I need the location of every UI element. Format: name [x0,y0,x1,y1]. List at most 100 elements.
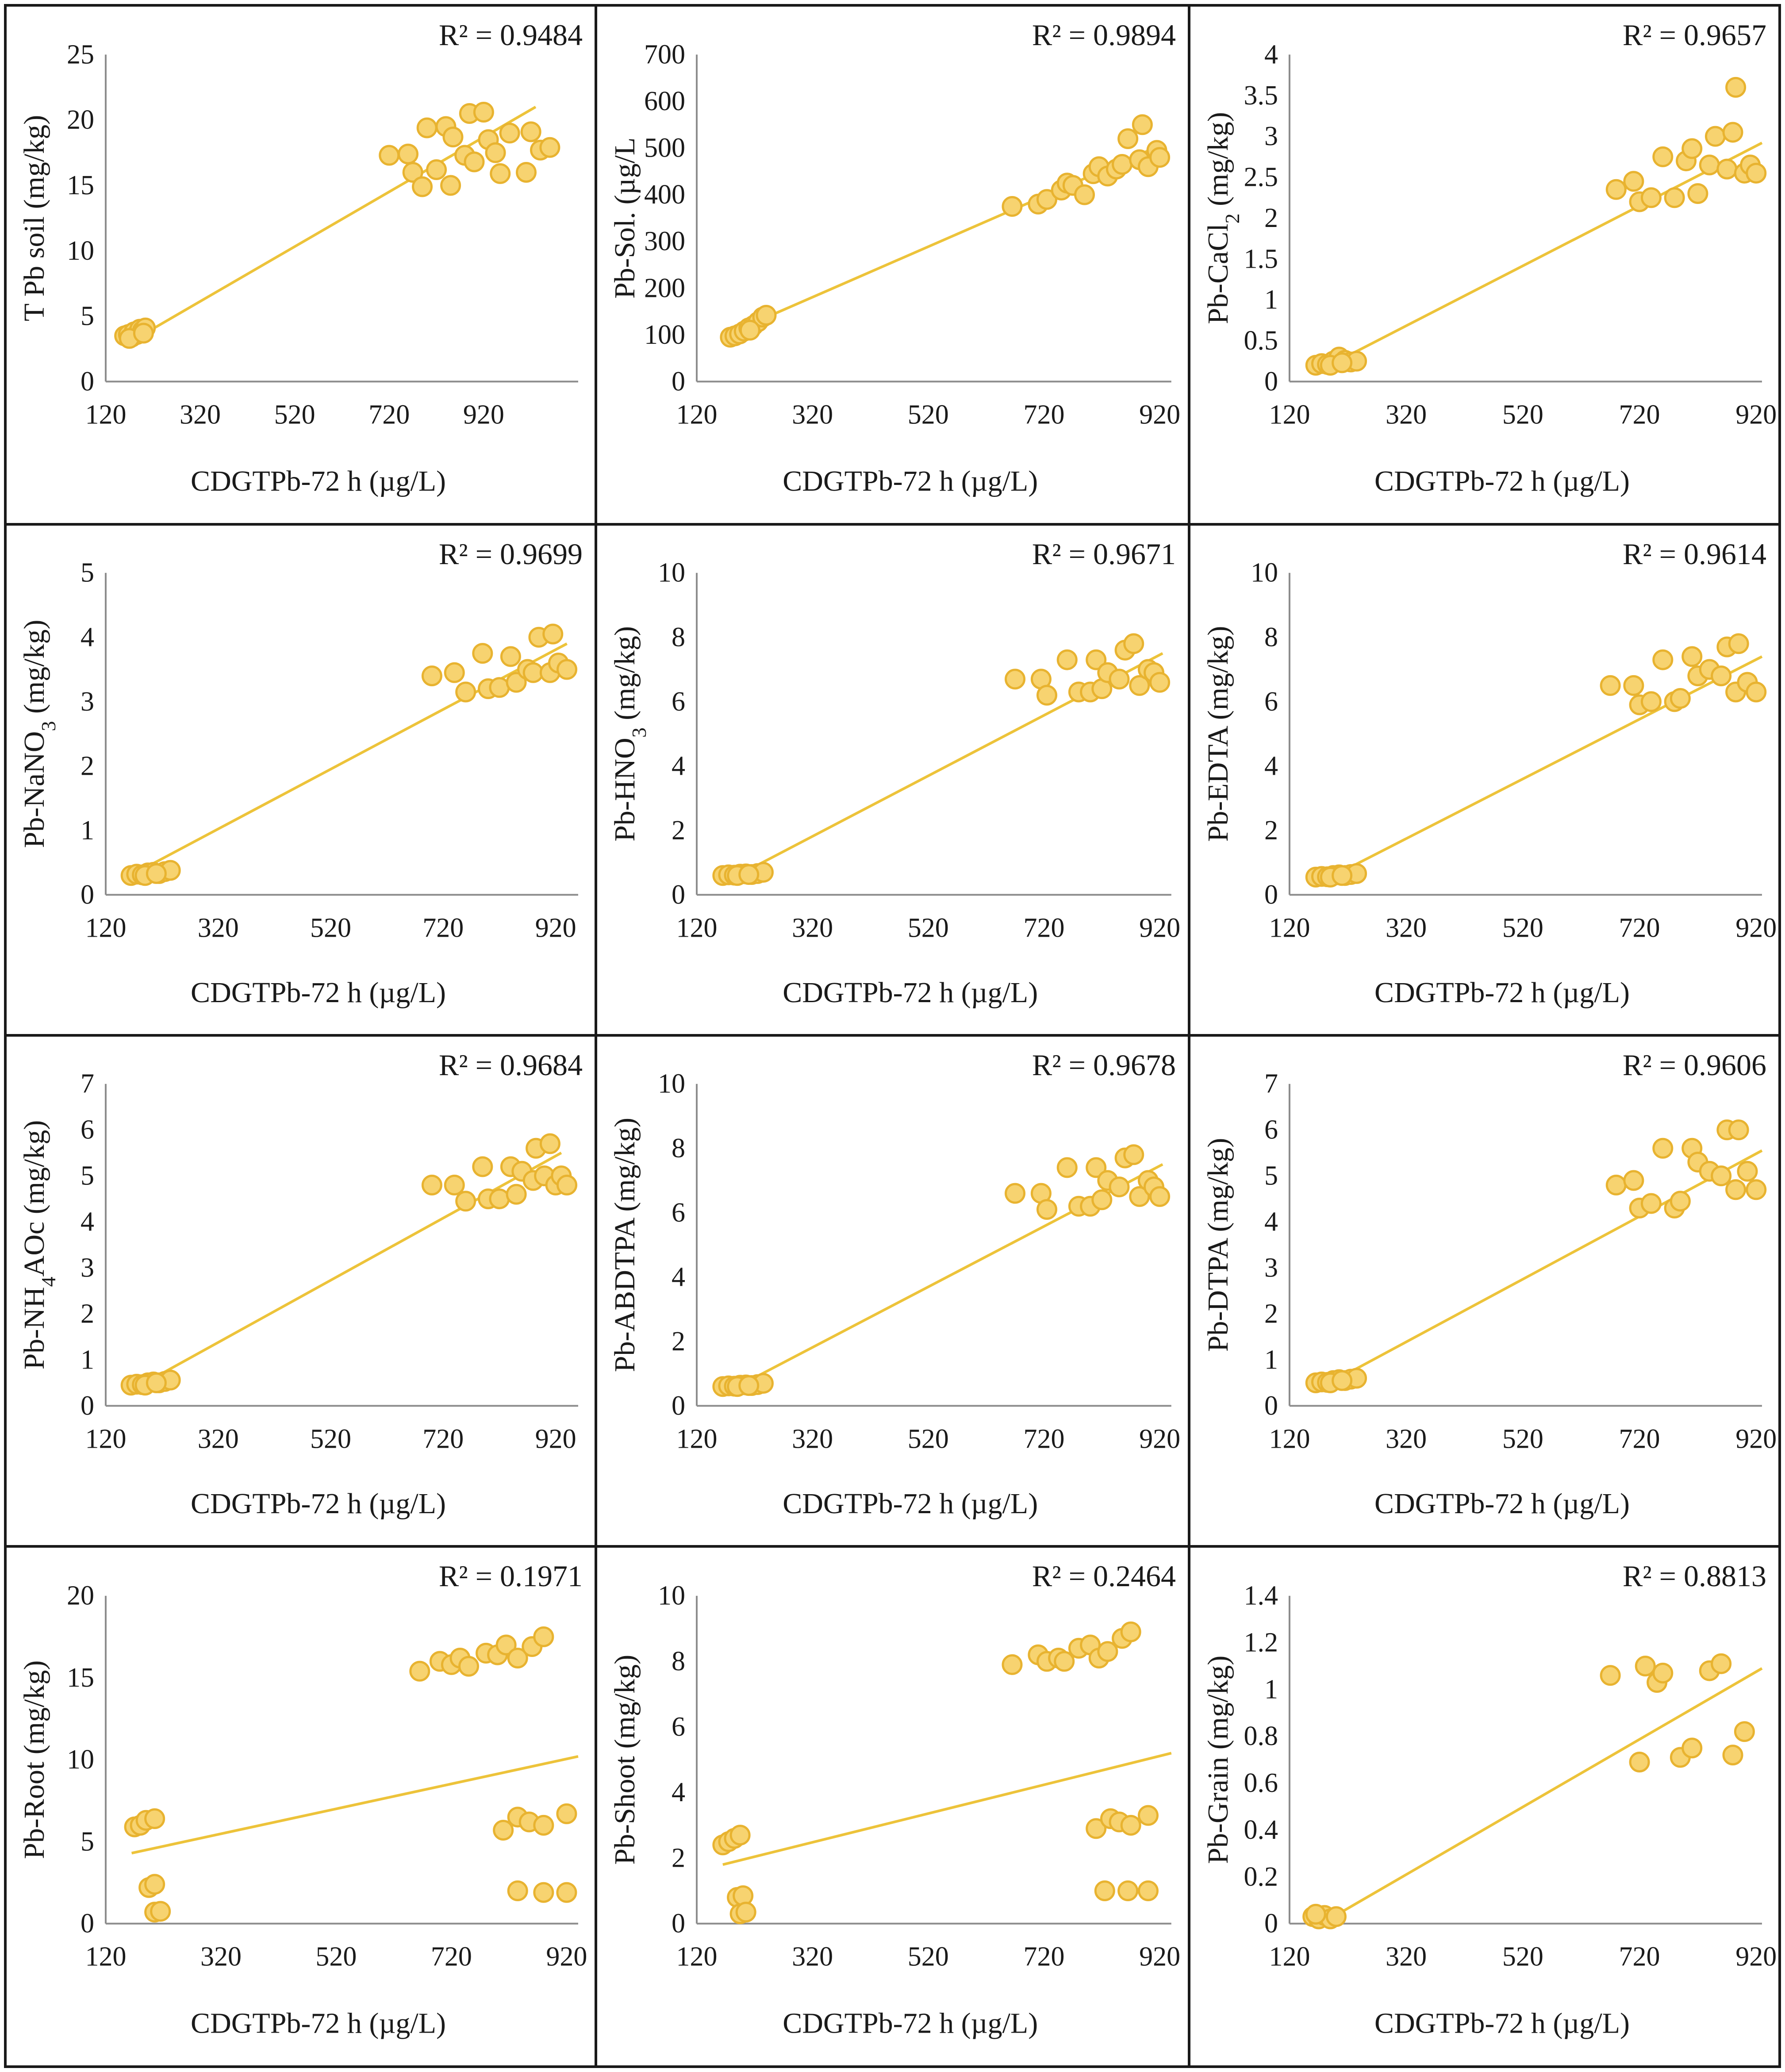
x-tick-label: 720 [1023,1942,1064,1972]
data-point [455,681,476,703]
x-tick-label: 920 [1735,1424,1777,1454]
y-tick-label: 700 [644,39,685,69]
y-tick-label: 2 [81,1299,94,1329]
r-squared-label: R² = 0.9614 [1623,537,1766,571]
data-point [1652,1662,1674,1684]
data-point [1600,1665,1621,1686]
data-point [1687,183,1708,204]
data-point [1681,646,1703,667]
data-point [426,159,447,181]
data-point [1746,681,1767,703]
data-point [1699,154,1720,176]
x-tick-label: 320 [1386,1424,1427,1454]
data-point [533,1882,554,1903]
scatter-panel-root: 0 5 10 15 20 120 320 520 720 920 R² = 0.1971 CDGTPb… [18,1559,587,2040]
data-point [455,1191,476,1212]
data-point [735,1902,756,1923]
data-point [421,1174,442,1196]
data-point [144,1874,165,1895]
data-point [1670,688,1691,709]
y-tick-label: 0 [81,366,94,396]
y-tick-label: 7 [1264,1069,1278,1099]
data-point [409,1661,430,1682]
data-point [1086,649,1107,670]
data-point [1652,649,1674,670]
y-tick-label: 2 [1264,203,1278,233]
data-point [1623,675,1644,696]
data-point [542,623,564,645]
data-point [1716,158,1738,180]
y-tick-label: 1 [1264,1345,1278,1375]
y-tick-label: 4 [672,1262,685,1292]
y-tick-label: 0 [672,880,685,910]
data-point [1652,146,1674,167]
data-point [1149,1186,1171,1207]
data-point [1746,162,1767,184]
y-tick-label: 2 [672,815,685,846]
data-point [533,1626,554,1647]
data-point [1091,1189,1113,1211]
data-point [1664,187,1685,208]
y-tick-label: 3.5 [1244,81,1278,111]
x-tick-label: 920 [1139,1424,1180,1454]
data-point [485,142,506,163]
data-point [1722,1745,1743,1766]
data-point [1120,1621,1141,1642]
trendline [1321,1149,1763,1389]
data-point [397,143,418,165]
scatter-panel-nano3: 0 1 2 3 4 5 120 320 520 720 920 R² = 0.9699 CDGTPb-7… [18,537,583,1009]
data-point [442,127,464,148]
x-tick-label: 520 [908,1424,949,1454]
scatter-panel-hno3: 0 2 4 6 8 10 120 320 520 720 920 R² = 0.9671 CDGTPb-… [609,537,1180,1009]
x-tick-label: 320 [198,1424,239,1454]
y-tick-label: 10 [67,1745,94,1775]
y-tick-label: 3 [1264,1253,1278,1283]
r-squared-label: R² = 0.1971 [439,1559,583,1593]
data-point [146,1372,167,1393]
x-tick-label: 320 [792,1942,833,1972]
data-point [489,1188,510,1210]
x-tick-label: 720 [1619,1424,1660,1454]
y-tick-label: 5 [81,301,94,331]
x-tick-label: 320 [1386,1942,1427,1972]
y-tick-label: 4 [81,622,94,652]
data-point [146,863,167,884]
y-tick-label: 400 [644,180,685,210]
y-tick-label: 0 [1264,1391,1278,1421]
y-tick-label: 3 [1264,121,1278,151]
x-tick-label: 120 [85,400,126,430]
x-tick-label: 920 [1139,1942,1180,1972]
r-squared-label: R² = 0.2464 [1032,1559,1176,1593]
data-point [1120,1814,1141,1836]
x-tick-label: 520 [908,400,949,430]
x-axis-label: CDGTPb-72 h (µg/L) [1374,465,1630,497]
y-tick-label: 5 [81,1826,94,1857]
y-tick-label: 2 [1264,815,1278,846]
data-point [739,319,760,341]
y-tick-label: 10 [1251,558,1278,588]
y-tick-label: 500 [644,133,685,163]
data-point [1056,649,1078,670]
data-point [1640,1193,1662,1214]
scatter-panel-dtpa: 0 1 2 3 4 5 6 7 120 320 520 720 920 R² = 0.9606 CDGTPb… [1202,1048,1777,1520]
y-tick-label: 2 [81,751,94,781]
y-tick-label: 5 [1264,1161,1278,1191]
scatter-panel-grain: 0 0.2 0.4 0.6 0.8 1 1.2 1.4 120 320 520 720 920 R² = … [1202,1559,1777,2040]
y-tick-label: 15 [67,170,94,200]
y-tick-label: 300 [644,227,685,257]
x-tick-label: 320 [1386,400,1427,430]
data-point [1725,77,1747,98]
y-axis-label: Pb-Shoot (mg/kg) [609,1655,641,1865]
x-tick-label: 720 [431,1942,472,1972]
x-axis-label: CDGTPb-72 h (µg/L) [191,2007,446,2040]
x-tick-label: 120 [1269,1942,1310,1972]
y-tick-label: 25 [67,39,94,69]
x-tick-label: 720 [422,1424,464,1454]
x-tick-label: 120 [1269,1424,1310,1454]
data-point [444,662,465,683]
scatter-panel-nh4aoc: 0 1 2 3 4 5 6 7 120 320 520 720 920 R² = 0.9684 CDGTPb… [18,1048,583,1520]
data-point [412,176,433,197]
data-point [421,665,442,687]
y-axis-label: Pb-HNO3 (mg/kg) [609,626,650,842]
